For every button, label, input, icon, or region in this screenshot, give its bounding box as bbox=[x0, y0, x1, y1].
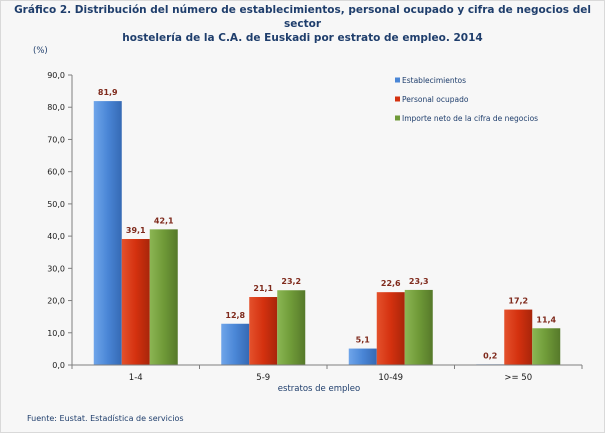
y-tick-label: 0,0 bbox=[52, 361, 65, 370]
chart-title-line-2: hostelería de la C.A. de Euskadi por est… bbox=[122, 32, 483, 44]
x-tick-label: 10-49 bbox=[378, 373, 403, 383]
legend: Establecimientos Personal ocupado Importe … bbox=[395, 76, 538, 123]
y-tick-label: 10,0 bbox=[47, 329, 65, 338]
y-axis-title: (%) bbox=[33, 46, 48, 56]
data-label: 39,1 bbox=[126, 226, 146, 235]
bar bbox=[376, 292, 405, 365]
y-tick-label: 60,0 bbox=[47, 168, 65, 177]
data-label: 23,3 bbox=[409, 277, 429, 286]
legend-swatch bbox=[395, 77, 400, 83]
y-tick-label: 50,0 bbox=[47, 200, 65, 209]
bar bbox=[93, 101, 122, 365]
y-tick-label: 70,0 bbox=[47, 135, 65, 144]
data-label: 0,2 bbox=[483, 351, 497, 360]
x-tick-label: 5-9 bbox=[256, 373, 270, 383]
data-labels: 81,9 39,1 42,1 12,8 21,1 23,2 5,1 22,6 23,3 0,2 17… bbox=[98, 88, 557, 360]
data-label: 22,6 bbox=[381, 279, 401, 288]
data-label: 21,1 bbox=[253, 284, 273, 293]
data-label: 5,1 bbox=[356, 336, 371, 345]
bar bbox=[277, 290, 306, 365]
y-tick-label: 80,0 bbox=[47, 103, 65, 112]
bar bbox=[121, 239, 150, 365]
bar bbox=[149, 229, 178, 365]
bar bbox=[249, 297, 278, 365]
data-label: 81,9 bbox=[98, 88, 118, 97]
y-tick-label: 40,0 bbox=[47, 232, 65, 241]
x-tick-label: >= 50 bbox=[504, 373, 532, 383]
data-label: 23,2 bbox=[281, 277, 301, 286]
data-label: 17,2 bbox=[508, 297, 528, 306]
y-axis: 0,0 10,0 20,0 30,0 40,0 50,0 60,0 70,0 80,0 90,0 bbox=[47, 71, 73, 370]
source-note: Fuente: Eustat. Estadística de servicios bbox=[27, 414, 184, 423]
bar bbox=[504, 309, 533, 365]
y-tick-label: 30,0 bbox=[47, 264, 65, 273]
y-tick-label: 20,0 bbox=[47, 297, 65, 306]
bars bbox=[93, 101, 561, 365]
bar bbox=[404, 289, 433, 365]
x-axis: 1-4 5-9 10-49 >= 50 bbox=[71, 364, 583, 383]
legend-swatch bbox=[395, 96, 400, 102]
bar bbox=[348, 348, 377, 365]
data-label: 12,8 bbox=[225, 311, 245, 320]
chart-title: Gráfico 2. Distribución del número de es… bbox=[0, 3, 605, 45]
x-axis-title: estratos de empleo bbox=[278, 384, 360, 394]
x-tick-label: 1-4 bbox=[129, 373, 143, 383]
y-tick-label: 90,0 bbox=[47, 71, 65, 80]
bar bbox=[221, 323, 250, 365]
legend-label: Establecimientos bbox=[402, 76, 466, 85]
chart-title-line-1: Gráfico 2. Distribución del número de es… bbox=[14, 4, 591, 30]
legend-swatch bbox=[395, 115, 400, 121]
data-label: 11,4 bbox=[536, 315, 556, 324]
bar bbox=[532, 328, 561, 365]
legend-label: Personal ocupado bbox=[402, 95, 469, 104]
legend-label: Importe neto de la cifra de negocios bbox=[402, 114, 538, 123]
data-label: 42,1 bbox=[154, 216, 174, 225]
